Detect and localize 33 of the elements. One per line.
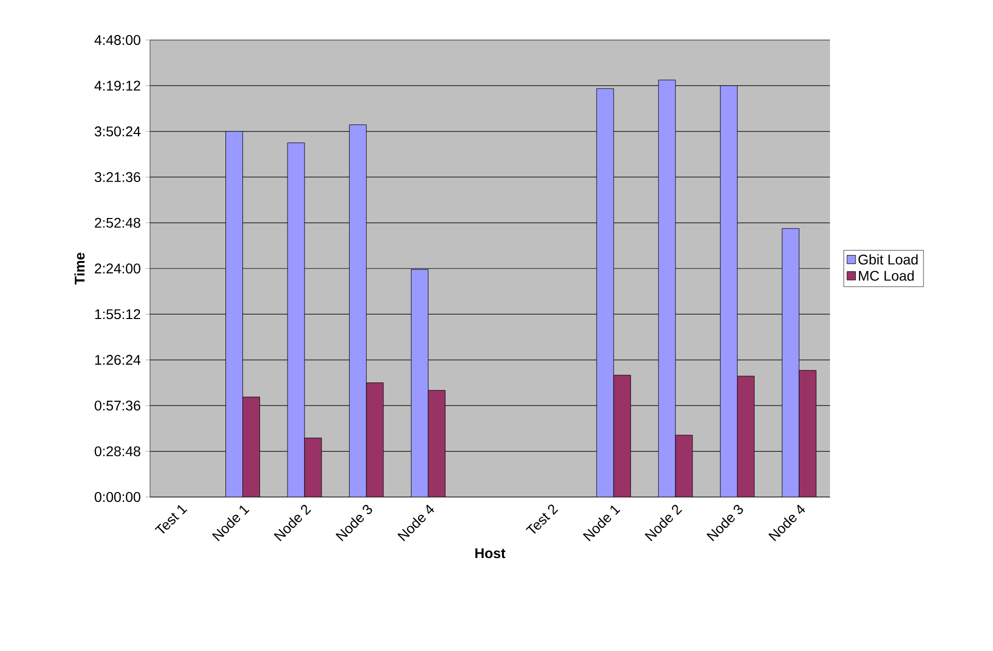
bar xyxy=(720,85,738,497)
bar xyxy=(242,396,260,497)
x-tick-label: Test 2 xyxy=(526,504,558,534)
bar xyxy=(225,131,243,497)
y-tick-label: 0:57:36 xyxy=(94,400,140,411)
x-axis-title: Host xyxy=(475,548,506,558)
y-tick-label: 2:52:48 xyxy=(94,218,140,228)
y-tick-label: 1:26:24 xyxy=(95,354,140,365)
y-tick-label: 1:55:12 xyxy=(95,309,140,320)
bar xyxy=(798,370,816,497)
y-tick-label: 3:21:36 xyxy=(94,172,140,182)
x-tick-label: Test 1 xyxy=(154,505,188,534)
y-tick-label: 3:50:24 xyxy=(94,126,140,136)
y-tick-label: 4:19:12 xyxy=(94,80,140,91)
legend-label: Gbit Load xyxy=(858,254,918,265)
bar xyxy=(287,142,305,497)
bar xyxy=(428,390,446,497)
legend-label: MC Load xyxy=(858,270,914,281)
y-tick-label: 0:00:00 xyxy=(94,492,140,502)
bar xyxy=(349,124,367,497)
bar xyxy=(737,376,755,497)
bar xyxy=(782,228,800,497)
y-axis-title: Time xyxy=(74,252,85,285)
y-tick-label: 0:28:48 xyxy=(94,446,140,456)
bar xyxy=(675,434,693,497)
bar xyxy=(366,382,384,497)
bar xyxy=(596,88,614,497)
bar xyxy=(658,80,676,497)
y-tick-label: 2:24:00 xyxy=(94,264,140,274)
bar xyxy=(613,374,631,497)
bar xyxy=(304,438,322,497)
y-tick-label: 4:48:00 xyxy=(94,35,140,45)
bar xyxy=(410,269,428,497)
